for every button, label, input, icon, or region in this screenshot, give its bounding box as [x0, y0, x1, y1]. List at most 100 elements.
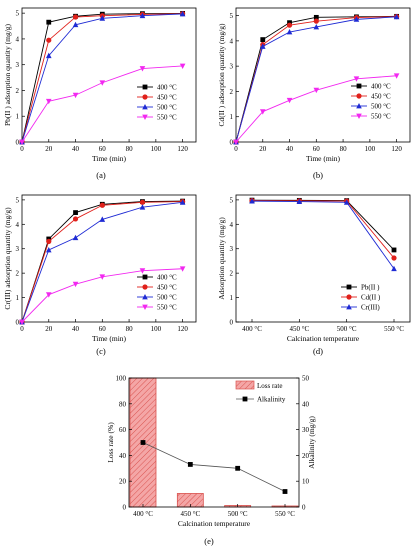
series-line [235, 16, 397, 143]
data-point [282, 489, 288, 494]
y-tick-label: 1 [16, 113, 20, 121]
legend-marker [346, 304, 352, 310]
legend-label: Pb(II ) [361, 284, 380, 292]
data-point [45, 292, 52, 298]
legend-bar-swatch [235, 380, 255, 390]
y-tick-label: 5 [16, 10, 20, 18]
data-point [46, 238, 52, 245]
plot-frame [21, 194, 197, 323]
data-point [139, 199, 146, 205]
legend: Loss rate Alkalinity [235, 380, 286, 404]
y-left-tick-label: 100 [116, 375, 127, 383]
series-line [251, 200, 395, 259]
y-tick-label: 2 [230, 270, 234, 278]
series-2 [233, 13, 400, 145]
data-point [72, 21, 79, 28]
data-point [179, 10, 186, 17]
series-3 [19, 63, 186, 145]
data-point [393, 13, 400, 20]
x-tick-label: 400 °C [242, 325, 262, 333]
data-point [72, 14, 79, 20]
alkalinity-line [142, 442, 286, 492]
y-tick-label: 0 [16, 319, 20, 327]
data-point [99, 15, 106, 21]
legend: 400 °C 450 °C 500 °C 550 °C [137, 84, 177, 122]
x-tick-label: 40 [286, 145, 294, 153]
series-line [21, 201, 183, 323]
legend-marker [142, 294, 148, 300]
legend-marker [346, 294, 352, 300]
y-tick-label: 3 [230, 63, 234, 71]
plot-frame [21, 7, 197, 143]
plot-frame [235, 194, 411, 323]
x-tick-label: 80 [126, 145, 134, 153]
y-tick-label: 3 [16, 61, 20, 69]
data-point [393, 73, 400, 79]
data-point [313, 18, 319, 24]
series-line [21, 201, 183, 323]
legend-marker [142, 114, 148, 120]
legend-marker [142, 104, 148, 110]
x-tick-label: 0 [20, 325, 24, 333]
data-point [72, 234, 79, 241]
y-left-tick-label: 0 [123, 504, 127, 512]
x-tick-label: 450 °C [289, 325, 309, 333]
x-tick-label: 120 [391, 145, 402, 153]
y-right-tick-label: 20 [302, 452, 310, 460]
y-left-tick-label: 60 [119, 426, 127, 434]
data-point [187, 462, 193, 467]
y-axis-label: Pb(II ) adsorption quantity (mg/g) [3, 23, 12, 126]
legend-marker [142, 304, 148, 310]
data-point [259, 43, 266, 49]
data-point [99, 274, 106, 280]
series-3 [233, 73, 400, 145]
legend-marker [356, 103, 362, 109]
x-tick-label: 20 [45, 325, 53, 333]
x-axis-label: Time (min) [306, 154, 341, 163]
series-line [235, 15, 397, 143]
legend-label: 450 °C [371, 93, 391, 101]
legend-label: Alkalinity [257, 396, 286, 404]
data-point [286, 22, 293, 28]
data-point [73, 210, 78, 215]
series-0 [249, 197, 397, 253]
data-point [19, 319, 25, 325]
x-tick-label: 60 [99, 145, 107, 153]
data-point [179, 266, 186, 272]
x-tick-label: 40 [72, 325, 80, 333]
legend-label: 450 °C [157, 94, 177, 102]
x-tick-label: 120 [177, 325, 188, 333]
panel-a: 0 1 2 3 4 5 0 20 40 60 80 100 120 Time (min) Pb(II ) a… [3, 7, 197, 180]
panel-label: (c) [96, 346, 106, 356]
data-point [72, 216, 79, 222]
y-left-axis-label: Loss rate (%) [106, 422, 115, 463]
y-tick-label: 2 [230, 88, 234, 96]
legend-marker [142, 94, 148, 100]
y-right-axis-label: Alkalinity (mg/g) [307, 416, 316, 469]
y-tick-label: 4 [230, 221, 234, 229]
legend-marker [346, 284, 352, 290]
series-2 [249, 198, 397, 272]
series-line [21, 12, 183, 143]
legend-label: 550 °C [371, 113, 391, 121]
y-left-tick-label: 20 [119, 478, 127, 486]
data-point [391, 247, 397, 253]
x-axis-label: Time (min) [92, 334, 127, 343]
data-point [313, 87, 320, 94]
series-line [21, 268, 183, 323]
y-tick-label: 4 [230, 37, 234, 45]
data-point [235, 465, 241, 471]
data-point [19, 139, 25, 145]
series-1 [19, 11, 186, 145]
panel-c: 0 1 2 3 4 5 0 20 40 60 80 100 120 Time (min) Cr(III) a… [3, 194, 197, 356]
data-point [46, 19, 52, 25]
legend-label: Cr(III) [361, 304, 380, 312]
legend-label: 500 °C [157, 104, 177, 112]
data-point [260, 37, 266, 43]
panel-b: 0 1 2 3 4 5 0 20 40 60 80 100 120 Time (min) Cd(II ) a… [217, 7, 411, 180]
y-left-tick-label: 80 [119, 400, 127, 408]
x-tick-label: 20 [259, 145, 267, 153]
data-point [179, 199, 186, 205]
x-tick-label: 550 °C [275, 510, 295, 518]
